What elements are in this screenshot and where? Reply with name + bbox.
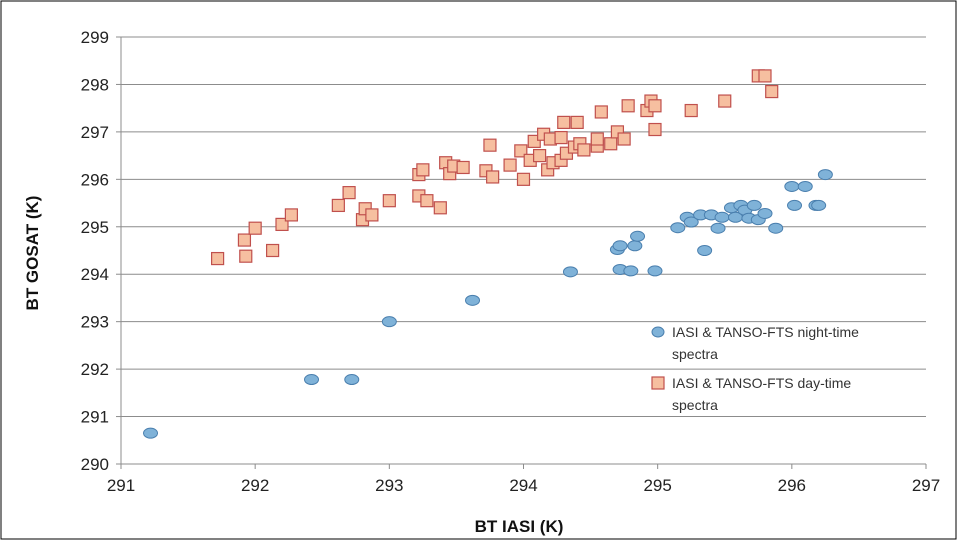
day-time-point — [416, 163, 430, 177]
legend-day-label: IASI & TANSO-FTS day-time — [672, 375, 851, 391]
night-time-point — [304, 374, 320, 386]
night-time-point — [787, 199, 803, 211]
x-tick-label: 291 — [107, 476, 135, 495]
day-time-point — [758, 69, 772, 83]
night-time-point — [768, 222, 784, 234]
night-time-point — [697, 245, 713, 256]
day-time-point — [342, 186, 356, 200]
night-time-point — [746, 199, 762, 211]
y-tick-label: 298 — [81, 75, 109, 94]
day-time-point — [577, 143, 591, 157]
day-time-point — [516, 172, 531, 186]
night-time-point — [683, 216, 699, 228]
x-tick-label: 297 — [912, 476, 940, 495]
y-axis-title: BT GOSAT (K) — [23, 196, 42, 311]
day-time-point — [433, 201, 447, 215]
day-time-point — [503, 158, 517, 172]
x-axis-title: BT IASI (K) — [475, 517, 564, 536]
y-tick-label: 290 — [81, 455, 109, 474]
y-tick-label: 292 — [81, 360, 109, 379]
y-tick-label: 293 — [81, 313, 109, 332]
day-time-point — [211, 251, 225, 266]
day-time-point — [456, 160, 470, 175]
y-tick-label: 297 — [81, 123, 109, 142]
legend-night-label: spectra — [672, 346, 718, 362]
x-tick-label: 295 — [643, 476, 671, 495]
day-time-point — [594, 105, 608, 119]
night-time-point — [670, 222, 686, 234]
night-time-point — [710, 222, 726, 234]
y-tick-label: 296 — [81, 170, 109, 189]
day-time-point — [239, 249, 253, 263]
x-tick-label: 296 — [778, 476, 806, 495]
legend: IASI & TANSO-FTS night-time spectra IASI &… — [651, 324, 859, 413]
night-time-point — [344, 374, 360, 386]
day-time-point — [237, 233, 252, 247]
tick-labels: 290 291 292 293 294 295 296 297 298 299 291 292 293 2… — [81, 28, 941, 495]
x-tick-label: 294 — [509, 476, 537, 495]
x-tick-label: 292 — [241, 476, 269, 495]
day-time-point — [284, 208, 298, 222]
data-points — [143, 69, 833, 439]
day-time-point — [420, 194, 434, 208]
day-time-point — [590, 132, 604, 146]
night-time-point — [381, 316, 397, 328]
night-time-point — [562, 266, 578, 278]
night-time-point — [612, 240, 628, 252]
axes — [116, 36, 927, 469]
day-time-point — [648, 99, 662, 113]
day-time-point — [621, 99, 635, 113]
y-tick-label: 294 — [81, 265, 109, 284]
day-time-point — [382, 194, 396, 208]
night-time-point — [627, 240, 643, 252]
y-tick-label: 291 — [81, 408, 109, 427]
night-time-point — [757, 207, 773, 219]
legend-day-marker — [651, 376, 665, 390]
legend-day-label: spectra — [672, 397, 718, 413]
day-time-point — [617, 132, 631, 146]
day-time-point — [554, 130, 568, 145]
day-time-point — [331, 198, 345, 213]
night-time-point — [797, 180, 813, 192]
day-time-point — [648, 122, 662, 137]
night-time-point — [623, 265, 639, 277]
day-time-point — [765, 84, 779, 99]
day-time-point — [684, 103, 698, 118]
day-time-point — [532, 149, 547, 163]
day-time-point — [718, 94, 732, 108]
day-time-point — [248, 221, 262, 235]
night-time-point — [811, 199, 827, 211]
legend-night-label: IASI & TANSO-FTS night-time — [672, 324, 859, 340]
night-time-point — [143, 427, 159, 439]
day-time-point — [570, 115, 584, 130]
night-time-point — [465, 294, 481, 306]
legend-night-marker — [651, 326, 665, 338]
night-time-point — [817, 169, 833, 181]
x-tick-label: 293 — [375, 476, 403, 495]
day-time-point — [483, 138, 497, 152]
day-time-point — [557, 115, 571, 130]
night-time-point — [714, 211, 730, 223]
day-time-point — [486, 170, 500, 184]
y-tick-label: 299 — [81, 28, 109, 47]
night-time-point — [784, 180, 800, 192]
night-time-point — [647, 265, 663, 277]
day-time-point — [604, 137, 618, 151]
y-tick-label: 295 — [81, 218, 109, 237]
day-time-point — [365, 208, 379, 222]
day-time-point — [266, 243, 280, 258]
night-time-point — [630, 230, 646, 242]
